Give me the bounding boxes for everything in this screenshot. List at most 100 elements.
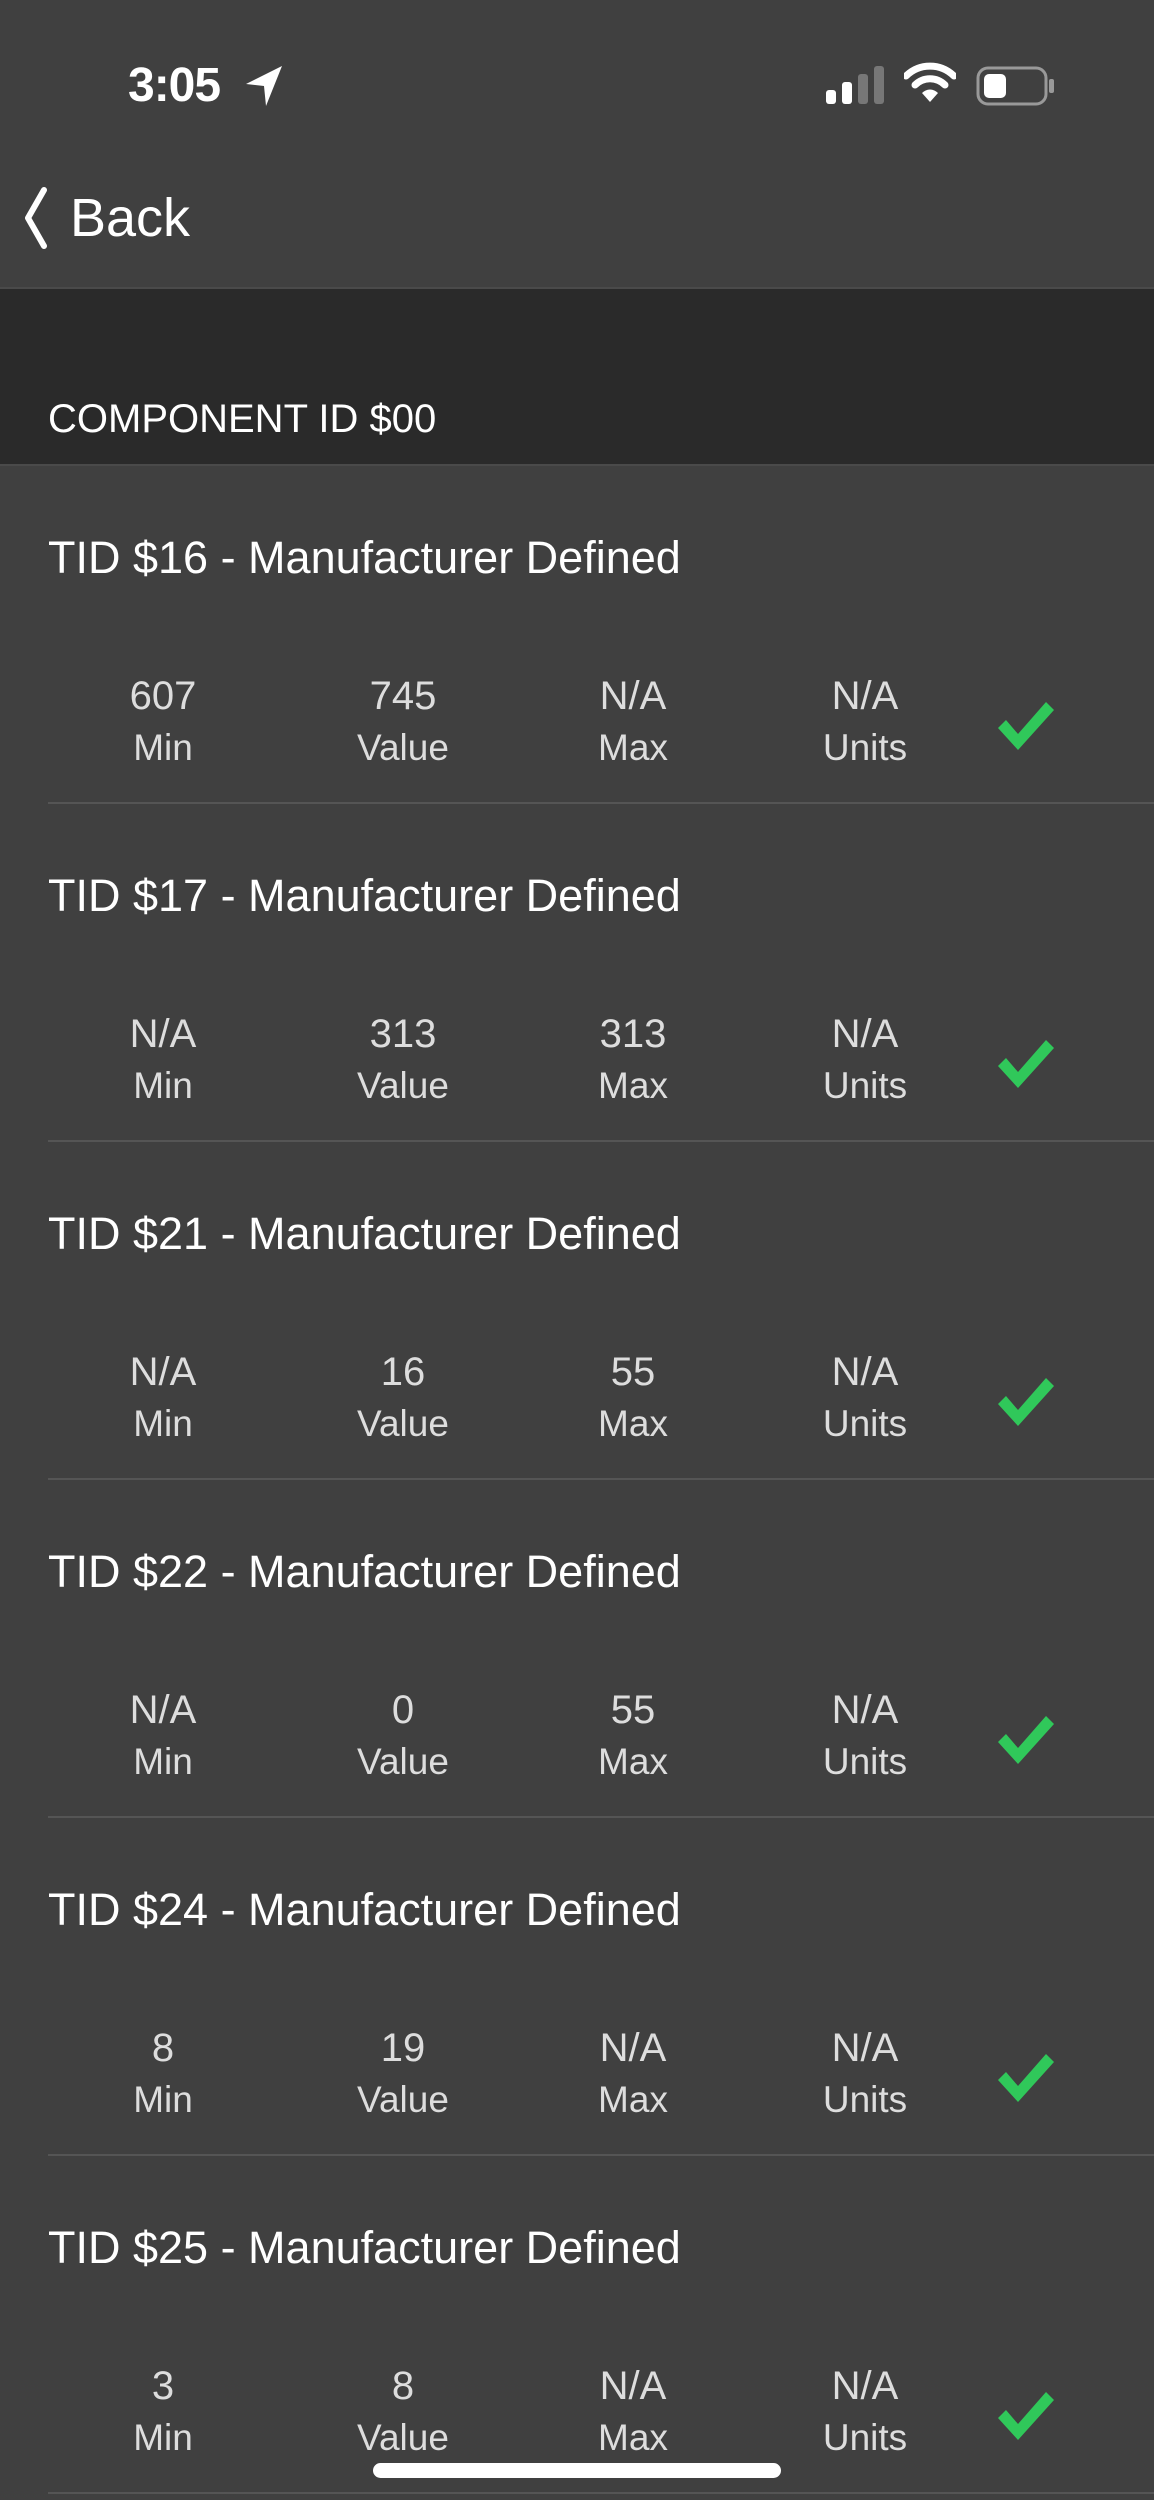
max-value: N/A xyxy=(599,2364,667,2408)
value-value: 0 xyxy=(391,1688,415,1732)
value-label: Value xyxy=(357,727,449,768)
min-value: 3 xyxy=(151,2364,175,2408)
battery-icon xyxy=(976,66,1054,106)
test-title: TID $16 - Manufacturer Defined xyxy=(48,532,681,583)
value-label: Value xyxy=(357,2079,449,2120)
value-column: 19 Value xyxy=(303,2022,503,2126)
max-label: Max xyxy=(598,2417,668,2458)
max-value: 55 xyxy=(610,1688,656,1732)
units-value: N/A xyxy=(831,1350,899,1394)
value-column: 313 Value xyxy=(303,1008,503,1112)
max-column: N/A Max xyxy=(533,2360,733,2464)
value-label: Value xyxy=(357,1065,449,1106)
min-value: N/A xyxy=(129,1688,197,1732)
units-label: Units xyxy=(822,2417,908,2458)
min-label: Min xyxy=(133,1403,193,1444)
checkmark-icon xyxy=(998,2392,1054,2440)
units-value: N/A xyxy=(831,2364,899,2408)
min-value: N/A xyxy=(129,1350,197,1394)
test-row[interactable]: TID $25 - Manufacturer Defined 3 Min 8 Value… xyxy=(0,2156,1154,2494)
min-column: 3 Min xyxy=(63,2360,263,2464)
value-value: 313 xyxy=(369,1012,437,1056)
min-label: Min xyxy=(133,2417,193,2458)
units-column: N/A Units xyxy=(765,2022,965,2126)
checkmark-icon xyxy=(998,2054,1054,2102)
units-value: N/A xyxy=(831,1688,899,1732)
test-title: TID $25 - Manufacturer Defined xyxy=(48,2222,681,2273)
min-value: 8 xyxy=(151,2026,175,2070)
test-title: TID $24 - Manufacturer Defined xyxy=(48,1884,681,1935)
test-title: TID $21 - Manufacturer Defined xyxy=(48,1208,681,1259)
value-value: 745 xyxy=(369,674,437,718)
back-button[interactable]: Back xyxy=(24,186,190,250)
test-row[interactable]: TID $17 - Manufacturer Defined N/A Min 313 V… xyxy=(0,804,1154,1142)
status-time: 3:05 xyxy=(128,59,221,112)
test-row[interactable]: TID $16 - Manufacturer Defined 607 Min 745 V… xyxy=(0,466,1154,804)
max-column: 55 Max xyxy=(533,1346,733,1450)
units-value: N/A xyxy=(831,1012,899,1056)
value-column: 16 Value xyxy=(303,1346,503,1450)
min-value: N/A xyxy=(129,1012,197,1056)
test-title: TID $17 - Manufacturer Defined xyxy=(48,870,681,921)
wifi-icon xyxy=(904,62,956,102)
checkmark-icon xyxy=(998,702,1054,750)
chevron-left-icon xyxy=(25,187,47,249)
test-title: TID $22 - Manufacturer Defined xyxy=(48,1546,681,1597)
value-column: 0 Value xyxy=(303,1684,503,1788)
status-bar: 3:05 xyxy=(0,0,1154,170)
section-title: COMPONENT ID $00 xyxy=(48,397,437,441)
max-column: 55 Max xyxy=(533,1684,733,1788)
units-label: Units xyxy=(822,1741,908,1782)
value-label: Value xyxy=(357,1741,449,1782)
units-label: Units xyxy=(822,1065,908,1106)
min-column: 8 Min xyxy=(63,2022,263,2126)
checkmark-icon xyxy=(998,1716,1054,1764)
max-column: N/A Max xyxy=(533,2022,733,2126)
max-value: N/A xyxy=(599,674,667,718)
max-label: Max xyxy=(598,1741,668,1782)
max-column: 313 Max xyxy=(533,1008,733,1112)
units-column: N/A Units xyxy=(765,2360,965,2464)
units-column: N/A Units xyxy=(765,1684,965,1788)
min-label: Min xyxy=(133,2079,193,2120)
units-column: N/A Units xyxy=(765,670,965,774)
value-value: 8 xyxy=(391,2364,415,2408)
value-value: 16 xyxy=(380,1350,426,1394)
max-value: 55 xyxy=(610,1350,656,1394)
max-value: 313 xyxy=(599,1012,667,1056)
min-column: N/A Min xyxy=(63,1346,263,1450)
min-column: N/A Min xyxy=(63,1008,263,1112)
test-row[interactable]: TID $22 - Manufacturer Defined N/A Min 0 Val… xyxy=(0,1480,1154,1818)
section-header: COMPONENT ID $00 xyxy=(0,287,1154,466)
max-column: N/A Max xyxy=(533,670,733,774)
value-column: 8 Value xyxy=(303,2360,503,2464)
test-results-list: TID $16 - Manufacturer Defined 607 Min 745 V… xyxy=(0,466,1154,2494)
min-column: 607 Min xyxy=(63,670,263,774)
max-value: N/A xyxy=(599,2026,667,2070)
navigation-bar: Back xyxy=(0,170,1154,287)
units-label: Units xyxy=(822,2079,908,2120)
units-label: Units xyxy=(822,1403,908,1444)
max-label: Max xyxy=(598,1065,668,1106)
test-row[interactable]: TID $24 - Manufacturer Defined 8 Min 19 Valu… xyxy=(0,1818,1154,2156)
min-value: 607 xyxy=(129,674,197,718)
min-label: Min xyxy=(133,1741,193,1782)
value-label: Value xyxy=(357,1403,449,1444)
max-label: Max xyxy=(598,1403,668,1444)
units-label: Units xyxy=(822,727,908,768)
signal-icon xyxy=(826,66,884,104)
home-indicator[interactable] xyxy=(373,2463,781,2478)
value-label: Value xyxy=(357,2417,449,2458)
min-label: Min xyxy=(133,1065,193,1106)
units-column: N/A Units xyxy=(765,1346,965,1450)
checkmark-icon xyxy=(998,1378,1054,1426)
location-arrow-icon xyxy=(246,66,282,106)
units-column: N/A Units xyxy=(765,1008,965,1112)
units-value: N/A xyxy=(831,674,899,718)
max-label: Max xyxy=(598,727,668,768)
test-row[interactable]: TID $21 - Manufacturer Defined N/A Min 16 Va… xyxy=(0,1142,1154,1480)
value-column: 745 Value xyxy=(303,670,503,774)
min-column: N/A Min xyxy=(63,1684,263,1788)
units-value: N/A xyxy=(831,2026,899,2070)
checkmark-icon xyxy=(998,1040,1054,1088)
